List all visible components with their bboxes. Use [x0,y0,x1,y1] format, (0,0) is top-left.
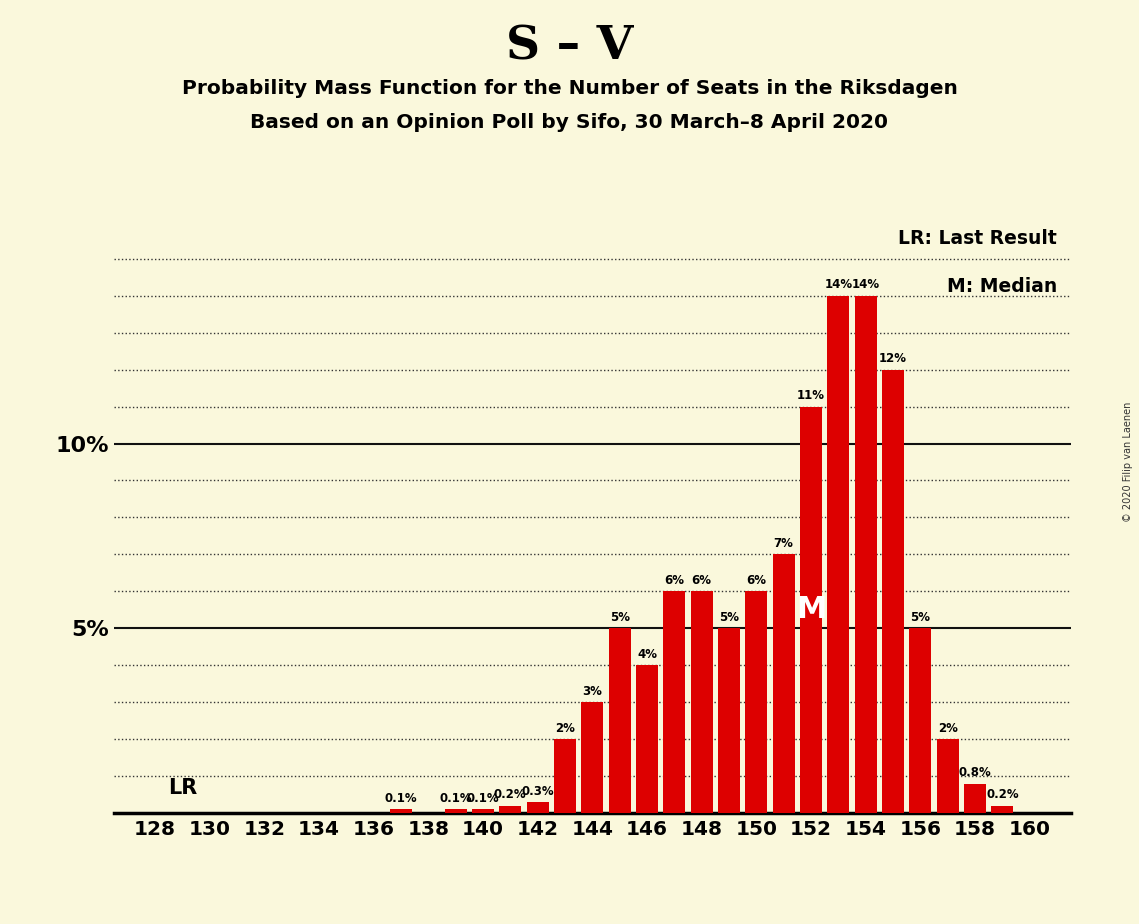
Bar [827,296,850,813]
Text: 2%: 2% [555,722,575,735]
Text: 0.1%: 0.1% [467,792,499,805]
Text: LR: LR [169,778,198,798]
Bar [745,591,768,813]
Text: 11%: 11% [797,389,825,402]
Text: 5%: 5% [719,611,739,624]
Text: 3%: 3% [582,685,603,698]
Text: 0.1%: 0.1% [385,792,417,805]
Text: LR: Last Result: LR: Last Result [899,229,1057,249]
Text: 14%: 14% [825,278,852,291]
Text: © 2020 Filip van Laenen: © 2020 Filip van Laenen [1123,402,1133,522]
Text: 12%: 12% [879,352,907,365]
Bar [554,739,576,813]
Bar [636,665,658,813]
Bar [964,784,986,813]
Text: Probability Mass Function for the Number of Seats in the Riksdagen: Probability Mass Function for the Number… [181,79,958,98]
Text: 2%: 2% [937,722,958,735]
Text: 7%: 7% [773,537,794,550]
Bar [526,802,549,813]
Text: 0.2%: 0.2% [494,788,526,801]
Bar [663,591,686,813]
Bar [991,806,1014,813]
Bar [882,370,904,813]
Text: Based on an Opinion Poll by Sifo, 30 March–8 April 2020: Based on an Opinion Poll by Sifo, 30 Mar… [251,113,888,132]
Text: M: Median: M: Median [947,277,1057,297]
Text: 5%: 5% [910,611,931,624]
Bar [608,628,631,813]
Text: 14%: 14% [852,278,879,291]
Text: S – V: S – V [506,23,633,69]
Bar [472,809,494,813]
Text: 4%: 4% [637,648,657,661]
Text: 5%: 5% [609,611,630,624]
Bar [390,809,412,813]
Bar [690,591,713,813]
Bar [499,806,522,813]
Text: 6%: 6% [691,574,712,587]
Bar [581,702,604,813]
Text: 0.3%: 0.3% [522,784,554,797]
Bar [909,628,932,813]
Text: 6%: 6% [664,574,685,587]
Bar [936,739,959,813]
Bar [718,628,740,813]
Text: 0.8%: 0.8% [959,766,991,779]
Text: 6%: 6% [746,574,767,587]
Text: 0.2%: 0.2% [986,788,1018,801]
Bar [772,554,795,813]
Bar [800,407,822,813]
Text: M: M [796,595,826,625]
Bar [854,296,877,813]
Text: 0.1%: 0.1% [440,792,472,805]
Bar [444,809,467,813]
